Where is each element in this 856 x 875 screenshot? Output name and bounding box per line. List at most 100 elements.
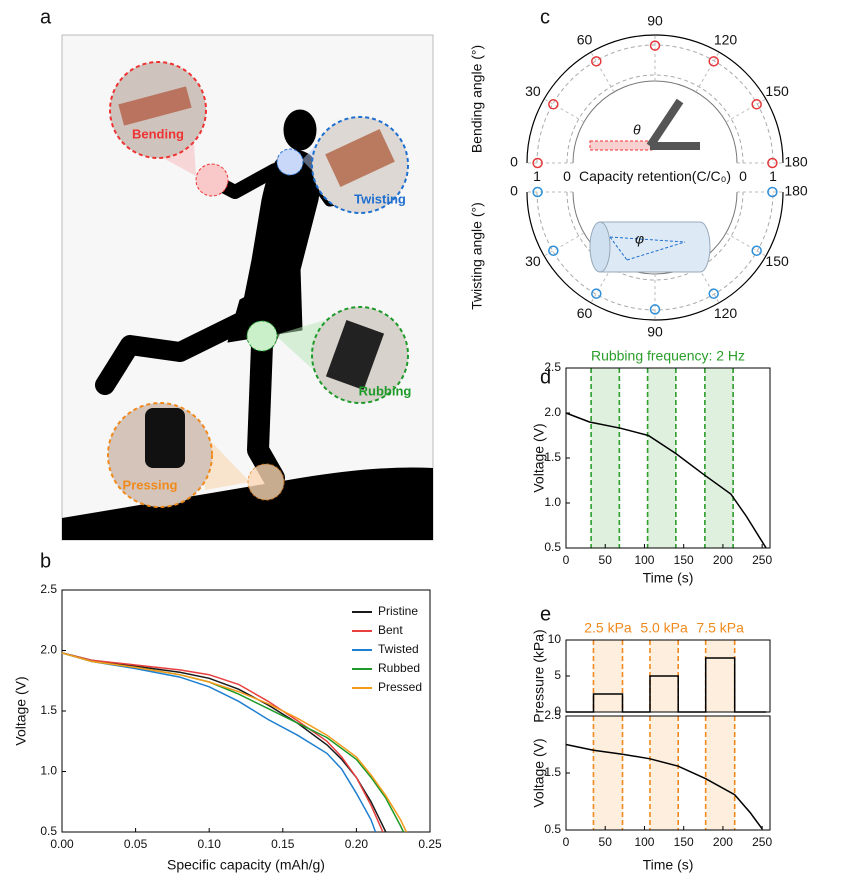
polar-frame (526, 34, 784, 164)
data-point (591, 56, 602, 67)
y-tick-label: 10 (548, 632, 562, 646)
theta-tick-label: 120 (714, 32, 738, 48)
inset-angle (609, 236, 686, 261)
head (283, 109, 317, 151)
callout-photo (325, 319, 385, 391)
callout-spot (195, 163, 229, 197)
data-point (649, 40, 661, 51)
x-tick-label: 250 (752, 553, 772, 567)
data-point (591, 288, 602, 299)
callout-label: Twisting (354, 191, 406, 206)
inset-symbol: φ (635, 231, 644, 247)
data-point (767, 186, 778, 198)
theta-tick-label: 60 (577, 305, 593, 321)
band (705, 640, 735, 712)
callout-label: Rubbing (359, 383, 412, 398)
x-tick-label: 200 (713, 835, 733, 849)
polar-inner (572, 191, 738, 275)
callout-label: Pressing (123, 477, 178, 492)
callout-photo (325, 129, 395, 187)
annotation: Rubbing frequency: 2 Hz (591, 348, 745, 364)
legend-label: Twisted (378, 642, 419, 656)
x-tick-label: 50 (599, 835, 613, 849)
x-tick-label: 100 (634, 835, 654, 849)
inset-strip (589, 140, 653, 151)
band (591, 368, 620, 548)
theta-tick-label: 180 (784, 154, 808, 170)
theta-tick-label: 150 (765, 253, 789, 269)
x-axis-label: Specific capacity (mAh/g) (167, 857, 325, 873)
data-point (649, 304, 661, 315)
data-line (565, 412, 767, 549)
callout-photo (118, 86, 192, 126)
x-tick-label: 0.00 (50, 837, 74, 851)
band (647, 368, 676, 548)
theta-tick-label: 120 (714, 305, 738, 321)
x-tick-label: 100 (634, 553, 654, 567)
data-line (61, 652, 377, 833)
leg (95, 310, 255, 395)
band (705, 716, 735, 830)
grid-spoke (543, 232, 585, 257)
grid-spoke (725, 232, 767, 257)
r-tick-label: 1 (533, 168, 541, 184)
y-tick-label: 2.0 (40, 643, 57, 657)
data-line (61, 652, 384, 833)
theta-tick-label: 0 (510, 154, 518, 170)
theta-tick-label: 30 (525, 83, 541, 99)
inset-symbol: θ (633, 122, 641, 138)
connector (200, 430, 250, 490)
data-line (566, 657, 767, 713)
y-axis-label: Bending angle (°) (469, 45, 485, 153)
x-tick-label: 250 (752, 835, 772, 849)
y-axis-label: Voltage (V) (531, 738, 547, 807)
y-tick-label: 5 (554, 668, 561, 682)
r-tick-label: 0 (563, 168, 571, 184)
y-tick-label: 0.5 (544, 822, 561, 836)
y-tick-label: 1.5 (544, 450, 561, 464)
band (593, 640, 623, 712)
r-tick-label: 1 (769, 168, 777, 184)
y-tick-label: 2.5 (40, 582, 57, 596)
callouts (107, 61, 409, 508)
legend-label: Pristine (378, 604, 418, 618)
data-point (751, 245, 762, 256)
x-tick-label: 150 (674, 553, 694, 567)
callout-label: Bending (132, 126, 184, 141)
data-point (548, 245, 559, 256)
annotation: 7.5 kPa (696, 620, 744, 636)
data-line (565, 743, 763, 830)
legend-label: Rubbed (378, 661, 420, 675)
y-axis-label: Twisting angle (°) (469, 202, 485, 310)
y-axis-label: Voltage (V) (531, 423, 547, 492)
ground (62, 467, 433, 540)
data-point (751, 99, 762, 110)
panel-label: c (540, 6, 550, 28)
band (593, 716, 623, 830)
theta-tick-label: 150 (765, 83, 789, 99)
x-tick-label: 0.10 (198, 837, 222, 851)
y-tick-label: 0 (554, 704, 561, 718)
theta-tick-label: 60 (577, 32, 593, 48)
r-tick-label: 0 (739, 168, 747, 184)
data-point (708, 56, 719, 67)
y-tick-label: 1.5 (544, 765, 561, 779)
annotation: 2.5 kPa (584, 620, 632, 636)
theta-tick-label: 0 (510, 183, 518, 199)
grid-spoke (590, 51, 615, 93)
y-tick-label: 2.5 (544, 360, 561, 374)
callout-spot (247, 463, 285, 501)
legend-label: Pressed (378, 680, 422, 694)
callout-spot (246, 320, 278, 352)
x-axis-label: Time (s) (643, 570, 694, 586)
callout-photo (145, 408, 185, 468)
band (704, 368, 734, 548)
panel-label: b (40, 550, 51, 572)
panel-label: a (40, 6, 52, 28)
inset-cylinder (599, 221, 711, 273)
y-tick-label: 1.0 (40, 764, 57, 778)
r-axis-label: Capacity retention(C/C₀) (579, 168, 731, 184)
grid-spoke (725, 98, 767, 123)
